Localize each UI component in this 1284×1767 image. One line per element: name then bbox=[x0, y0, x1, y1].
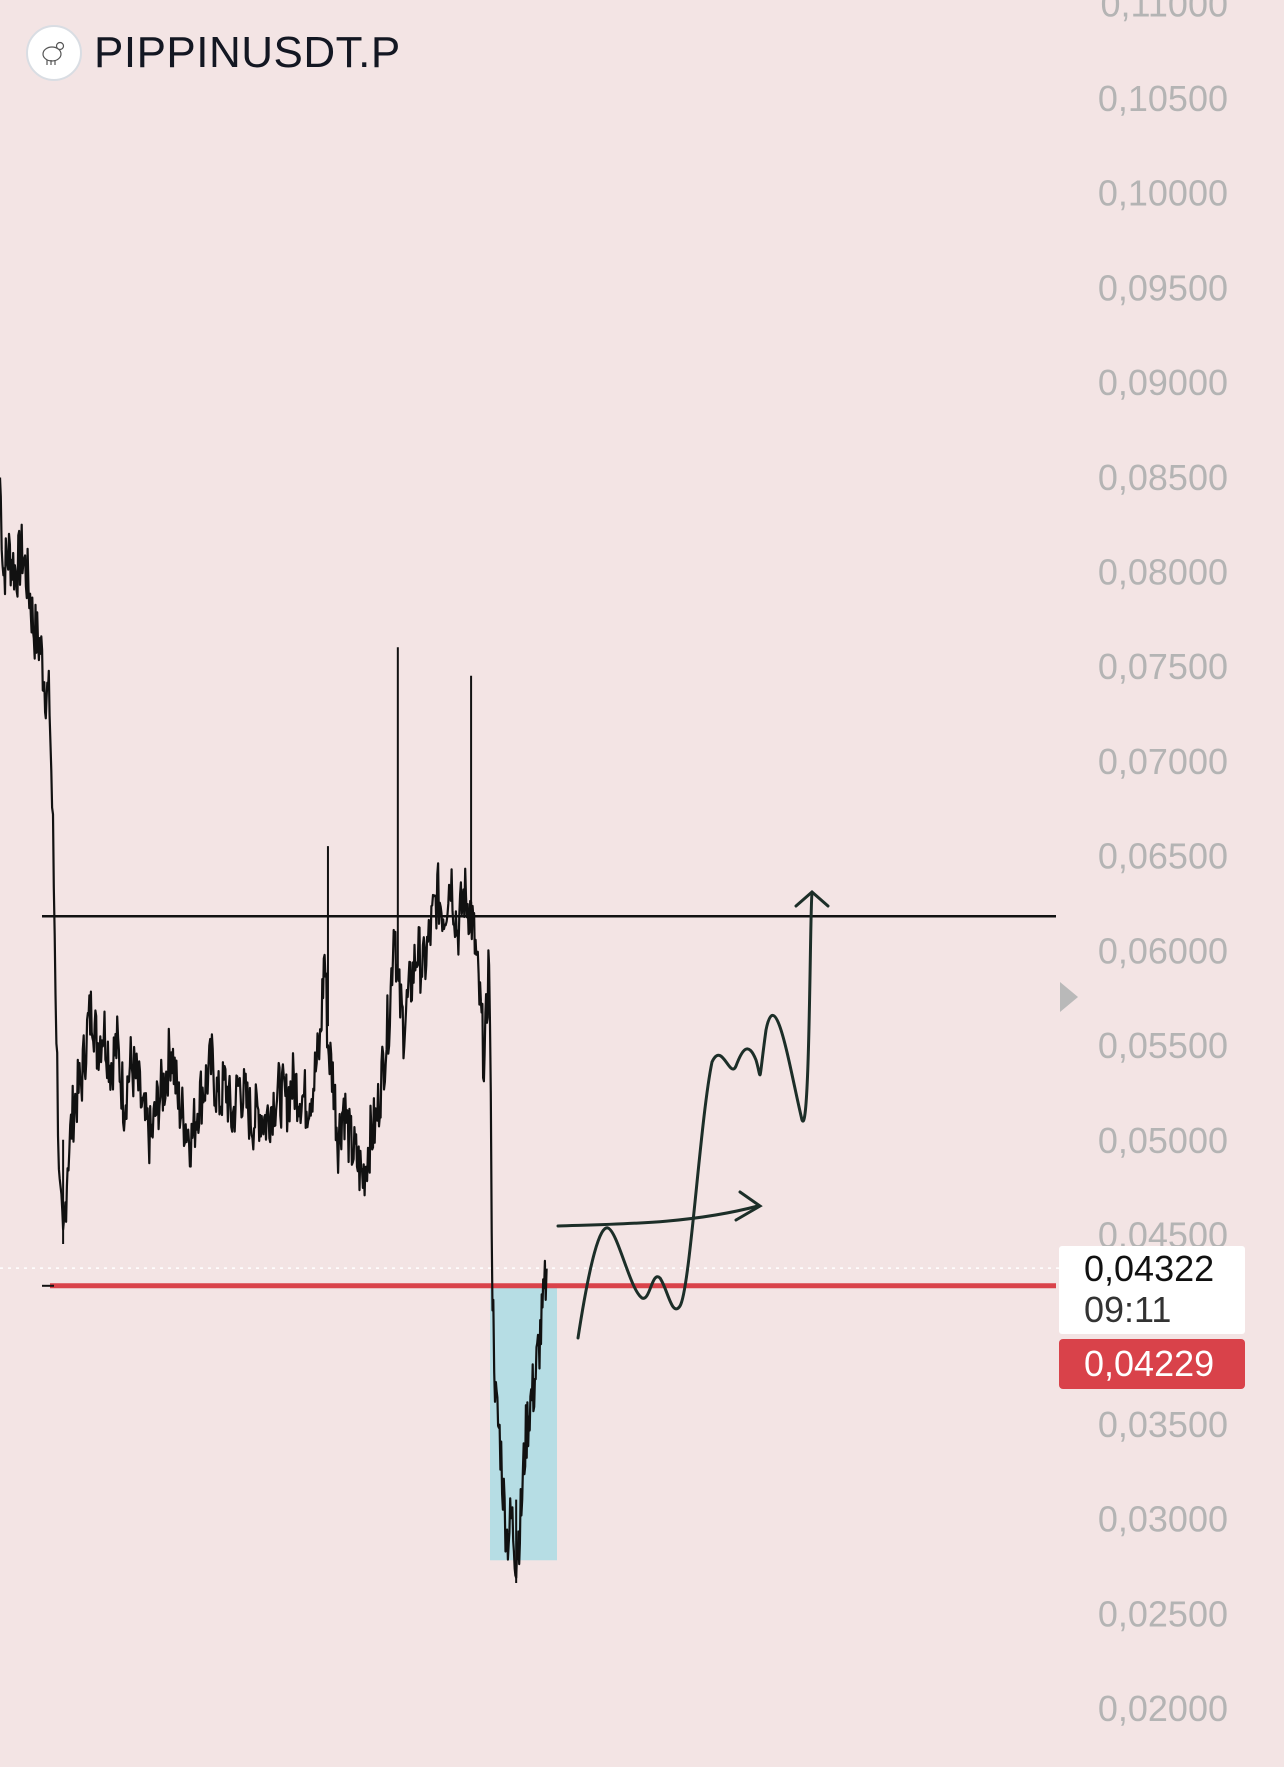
current-price-text: 0,04322 bbox=[1084, 1248, 1214, 1289]
price-axis-label: 0,07500 bbox=[1098, 646, 1228, 687]
price-axis-label: 0,03500 bbox=[1098, 1404, 1228, 1445]
line-price-badge bbox=[1059, 1339, 1245, 1389]
price-axis-label: 0,06500 bbox=[1098, 836, 1228, 877]
price-axis-label: 0,02000 bbox=[1098, 1688, 1228, 1729]
line-price-text: 0,04229 bbox=[1084, 1343, 1214, 1384]
symbol-header[interactable]: PIPPINUSDT.P bbox=[26, 24, 401, 82]
price-axis-label: 0,05000 bbox=[1098, 1120, 1228, 1161]
price-axis-label: 0,11000 bbox=[1101, 0, 1228, 24]
price-axis-label: 0,08500 bbox=[1098, 457, 1228, 498]
price-axis-label: 0,06000 bbox=[1098, 930, 1228, 971]
price-axis-label: 0,02500 bbox=[1098, 1593, 1228, 1634]
countdown-text: 09:11 bbox=[1084, 1289, 1171, 1330]
price-series bbox=[0, 477, 548, 1579]
breakout-arrow bbox=[556, 1204, 760, 1228]
current-price-badge bbox=[1059, 1246, 1245, 1334]
symbol-name: PIPPINUSDT.P bbox=[94, 28, 401, 77]
projection-arrowhead bbox=[794, 890, 830, 908]
liquidity-zone-box bbox=[490, 1285, 557, 1561]
price-axis-label: 0,07000 bbox=[1098, 741, 1228, 782]
price-axis-label: 0,05500 bbox=[1098, 1025, 1228, 1066]
price-axis-label: 0,03000 bbox=[1098, 1499, 1228, 1540]
price-axis-label: 0,09500 bbox=[1098, 267, 1228, 308]
axis-marker-icon bbox=[1060, 982, 1078, 1012]
price-axis-label: 0,09000 bbox=[1098, 362, 1228, 403]
price-axis-label: 0,10000 bbox=[1098, 173, 1228, 214]
price-axis-label: 0,10500 bbox=[1098, 78, 1228, 119]
coin-logo-icon bbox=[26, 25, 82, 81]
breakout-arrowhead bbox=[734, 1190, 763, 1222]
price-axis-label: 0,08000 bbox=[1098, 552, 1228, 593]
projection-path bbox=[576, 892, 814, 1340]
